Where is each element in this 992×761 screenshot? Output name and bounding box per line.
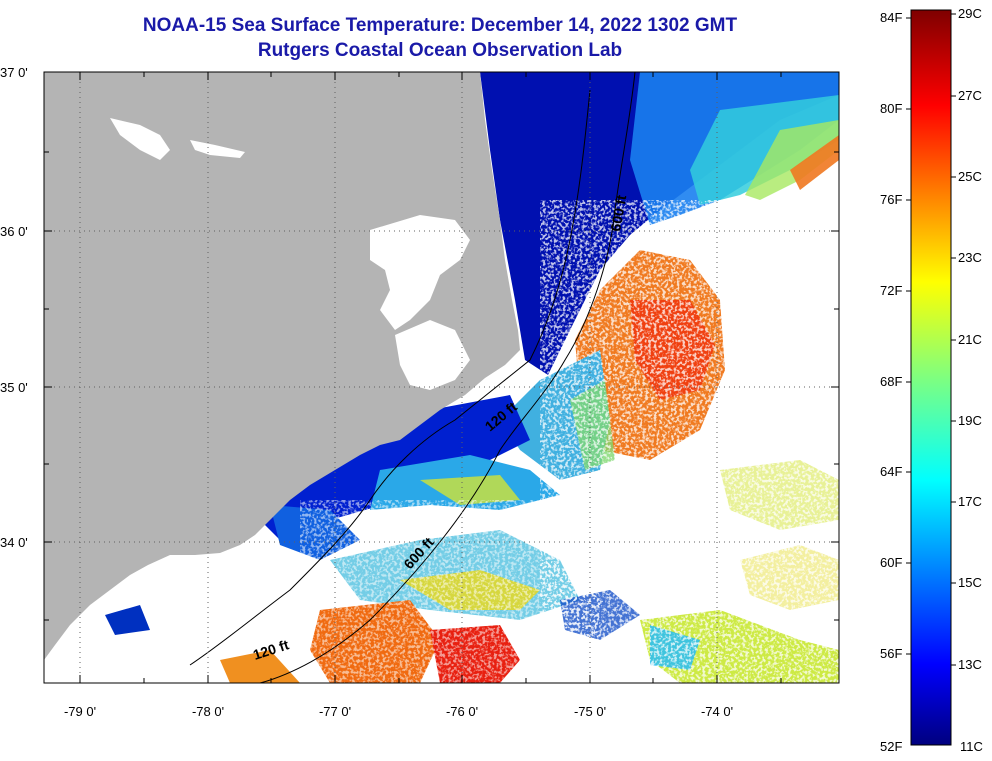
colorbar-scale (910, 9, 952, 746)
colorbar-f-label: 64F (880, 464, 902, 479)
lon-label: -76 0' (446, 704, 478, 719)
sst-field (105, 72, 839, 683)
lat-label: 37 0' (0, 65, 28, 80)
colorbar-c-label: 23C (958, 250, 982, 265)
colorbar-c-label: 21C (958, 332, 982, 347)
colorbar-f-label: 60F (880, 555, 902, 570)
colorbar-f-label: 76F (880, 192, 902, 207)
axis-ticks (44, 71, 839, 683)
lon-label: -75 0' (574, 704, 606, 719)
colorbar-f-label: 80F (880, 101, 902, 116)
lon-label: -77 0' (319, 704, 351, 719)
colorbar-f-label: 56F (880, 646, 902, 661)
colorbar-c-label: 15C (958, 575, 982, 590)
colorbar-f-label: 52F (880, 739, 902, 754)
colorbar-c-label: 29C (958, 6, 982, 21)
land-mass (44, 72, 520, 660)
colorbar-f-label: 72F (880, 283, 902, 298)
lon-label: -78 0' (192, 704, 224, 719)
lat-label: 36 0' (0, 224, 28, 239)
lon-label: -74 0' (701, 704, 733, 719)
map-title: NOAA-15 Sea Surface Temperature: Decembe… (142, 15, 738, 36)
colorbar-c-label: 25C (958, 169, 982, 184)
colorbar-c-label: 19C (958, 413, 982, 428)
colorbar-f-label: 68F (880, 374, 902, 389)
lon-label: -79 0' (64, 704, 96, 719)
colorbar-c-label: 13C (958, 657, 982, 672)
colorbar-c-label: 11C (960, 739, 983, 754)
isobath-label: 600 ft (607, 193, 629, 232)
isobath-lines (189, 72, 636, 683)
colorbar-f-label: 84F (880, 10, 902, 25)
lat-label: 34 0' (0, 535, 28, 550)
colorbar-c-label: 27C (958, 88, 982, 103)
lat-label: 35 0' (0, 380, 28, 395)
map-subtitle: Rutgers Coastal Ocean Observation Lab (257, 40, 623, 61)
map-border (43, 71, 840, 684)
colorbar-c-label: 17C (958, 494, 982, 509)
lat-lon-grid (44, 72, 839, 683)
colorbar-ticks (906, 13, 956, 666)
